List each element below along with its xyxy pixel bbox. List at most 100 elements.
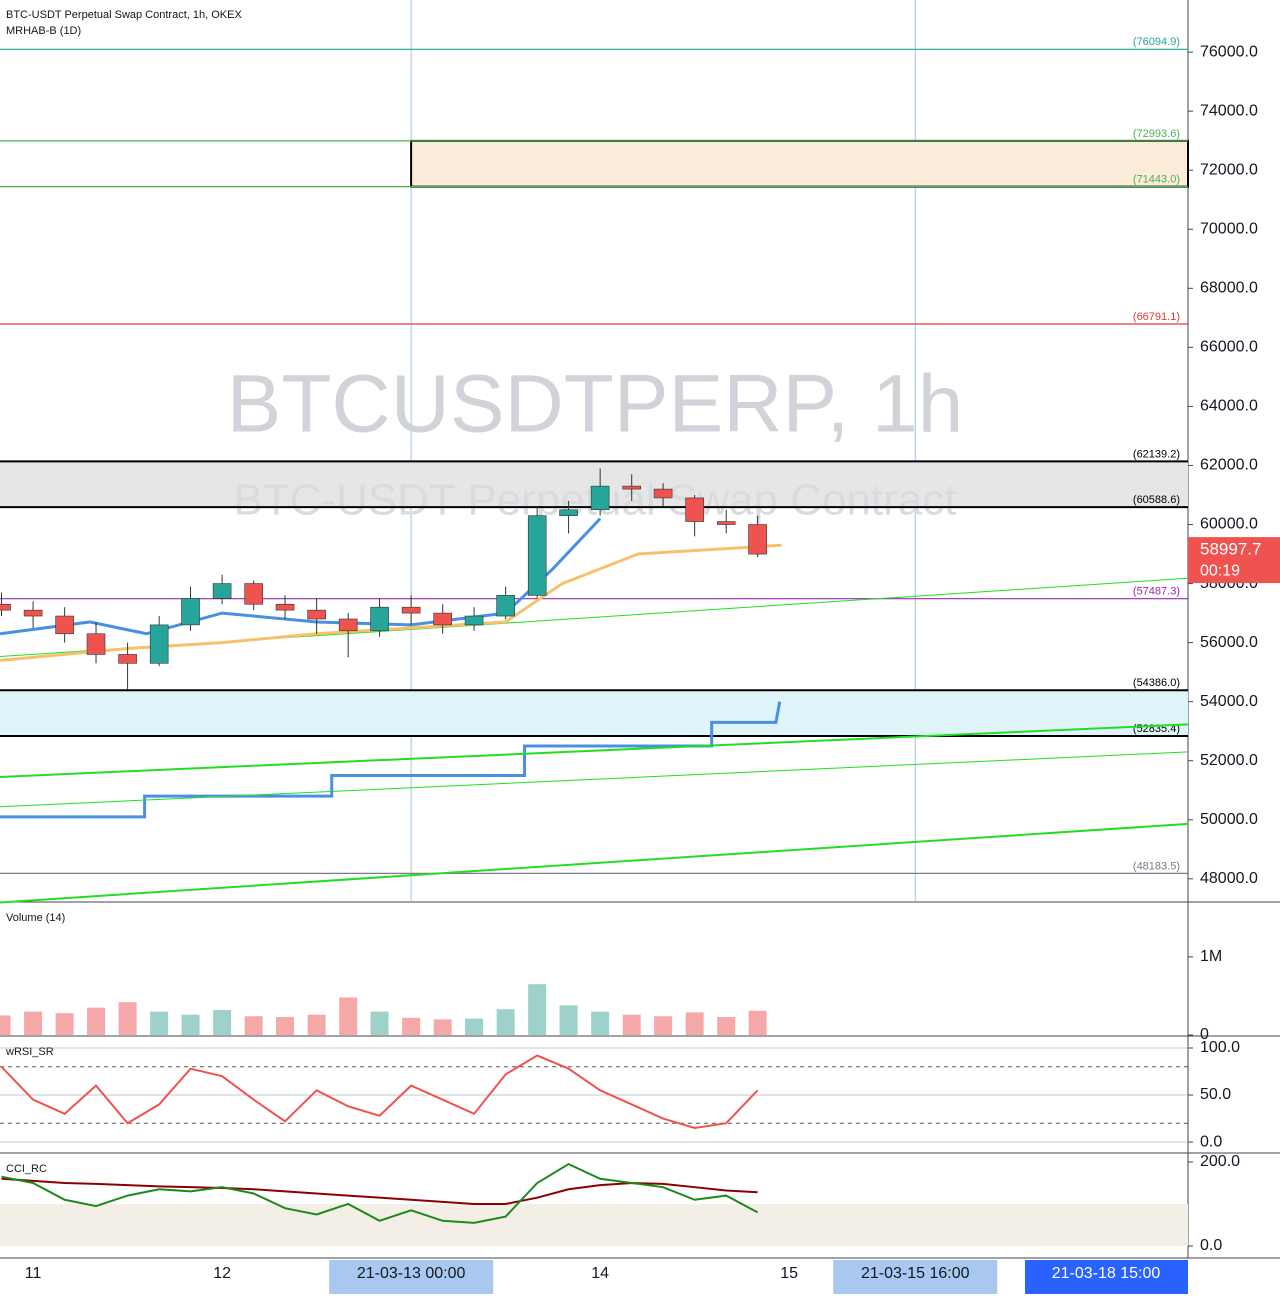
candle-body — [275, 603, 295, 611]
last-price-badge — [1188, 537, 1280, 584]
volume-bar — [591, 1011, 610, 1035]
y-tick-label: 76000.0 — [1200, 43, 1258, 60]
volume-bar — [181, 1014, 200, 1035]
y-tick-label: 0.0 — [1200, 1133, 1222, 1150]
y-tick-label: 200.0 — [1200, 1153, 1240, 1170]
level-label: (60588.6) — [1133, 494, 1180, 506]
volume-bar — [622, 1014, 641, 1035]
time-badge-label: 21-03-18 15:00 — [1052, 1265, 1161, 1282]
zone — [410, 139, 1189, 188]
candle-body — [23, 609, 43, 617]
volume-bar — [244, 1016, 263, 1035]
y-tick-label: 74000.0 — [1200, 102, 1258, 119]
y-tick-label: 54000.0 — [1200, 693, 1258, 710]
x-tick-label: 21-03-15 16:00 — [861, 1265, 970, 1282]
volume-bar — [717, 1017, 736, 1035]
watermark: BTCUSDTPERP, 1h — [227, 359, 964, 450]
x-tick-label: 12 — [213, 1265, 231, 1282]
x-tick-label: 15 — [780, 1265, 798, 1282]
y-tick-label: 0.0 — [1200, 1237, 1222, 1254]
candle-body — [748, 524, 767, 555]
candle-body — [86, 633, 106, 655]
level-label: (71443.0) — [1133, 174, 1180, 186]
candle-body — [716, 521, 736, 525]
y-tick-label: 100.0 — [1200, 1039, 1240, 1056]
candle-body — [401, 606, 421, 614]
volume-bar — [402, 1017, 421, 1035]
x-tick-badge — [833, 1260, 998, 1294]
y-tick-label: 68000.0 — [1200, 280, 1258, 297]
y-tick-label: 66000.0 — [1200, 339, 1258, 356]
y-tick-label: 60000.0 — [1200, 516, 1258, 533]
indicator-line — [0, 751, 1189, 808]
level-label: (72993.6) — [1133, 128, 1180, 140]
candle-body — [622, 485, 642, 490]
candle-body — [181, 598, 200, 626]
indicator-zone — [0, 1203, 1188, 1246]
chart-title: BTC-USDT Perpetual Swap Contract, 1h, OK… — [6, 9, 242, 21]
volume-bar — [55, 1013, 74, 1035]
indicator-line — [0, 701, 782, 819]
countdown-label: 00:19 — [1200, 562, 1240, 579]
y-tick-label: 48000.0 — [1200, 870, 1258, 887]
volume-bar — [433, 1019, 452, 1035]
candle-body — [307, 609, 326, 620]
panel-title: Volume (14) — [6, 912, 65, 924]
candle-body — [244, 583, 263, 605]
indicator-line — [0, 517, 602, 636]
candle-body — [653, 488, 673, 499]
time-badge — [1025, 1260, 1188, 1294]
zone — [0, 690, 1188, 737]
level-label: (54386.0) — [1133, 677, 1180, 689]
indicator-line — [0, 543, 782, 662]
level-label: (48183.5) — [1133, 860, 1180, 872]
level-label: (66791.1) — [1133, 311, 1180, 323]
indicator-line — [0, 723, 1189, 778]
indicator-line — [1, 1162, 759, 1224]
x-tick-label: 11 — [25, 1265, 42, 1282]
volume-bar — [24, 1011, 43, 1035]
candle-body — [496, 595, 515, 617]
y-tick-label: 1M — [1200, 948, 1222, 965]
y-tick-label: 62000.0 — [1200, 457, 1258, 474]
y-tick-label: 52000.0 — [1200, 752, 1258, 769]
level-label: (62139.2) — [1133, 448, 1180, 460]
indicator-title: MRHAB-B (1D) — [6, 25, 81, 37]
x-tick-label: 14 — [591, 1265, 609, 1282]
candle-body — [433, 612, 452, 626]
y-tick-label: 70000.0 — [1200, 220, 1258, 237]
volume-bar — [307, 1014, 326, 1035]
candle-body — [527, 515, 547, 596]
volume-bar — [748, 1010, 767, 1035]
level-label: (76094.9) — [1133, 36, 1180, 48]
volume-bar — [465, 1018, 484, 1035]
candle-body — [590, 485, 610, 511]
panel-title: CCI_RC — [6, 1163, 47, 1175]
volume-bar — [118, 1002, 137, 1035]
volume-bar — [654, 1016, 673, 1035]
volume-bar — [370, 1011, 389, 1035]
volume-bar — [87, 1007, 106, 1035]
candle-body — [0, 603, 11, 611]
x-tick-badge — [329, 1260, 494, 1294]
panel-title: wRSI_SR — [5, 1046, 54, 1058]
volume-bar — [559, 1005, 578, 1035]
volume-bar — [150, 1011, 169, 1035]
y-tick-label: 72000.0 — [1200, 161, 1258, 178]
volume-bar — [528, 984, 547, 1035]
x-tick-label: 21-03-13 00:00 — [357, 1265, 466, 1282]
volume-bar — [685, 1012, 704, 1035]
y-tick-label: 64000.0 — [1200, 398, 1258, 415]
candle-body — [370, 606, 389, 632]
candle-body — [338, 618, 358, 632]
last-price-label: 58997.7 — [1200, 540, 1261, 559]
candle-body — [685, 497, 704, 522]
volume-bar — [496, 1009, 515, 1035]
y-tick-label: 50000.0 — [1200, 811, 1258, 828]
y-tick-label: 56000.0 — [1200, 634, 1258, 651]
indicator-line — [0, 822, 1189, 904]
level-label: (57487.3) — [1133, 586, 1180, 598]
candle-body — [149, 624, 169, 664]
volume-bar — [213, 1010, 232, 1035]
